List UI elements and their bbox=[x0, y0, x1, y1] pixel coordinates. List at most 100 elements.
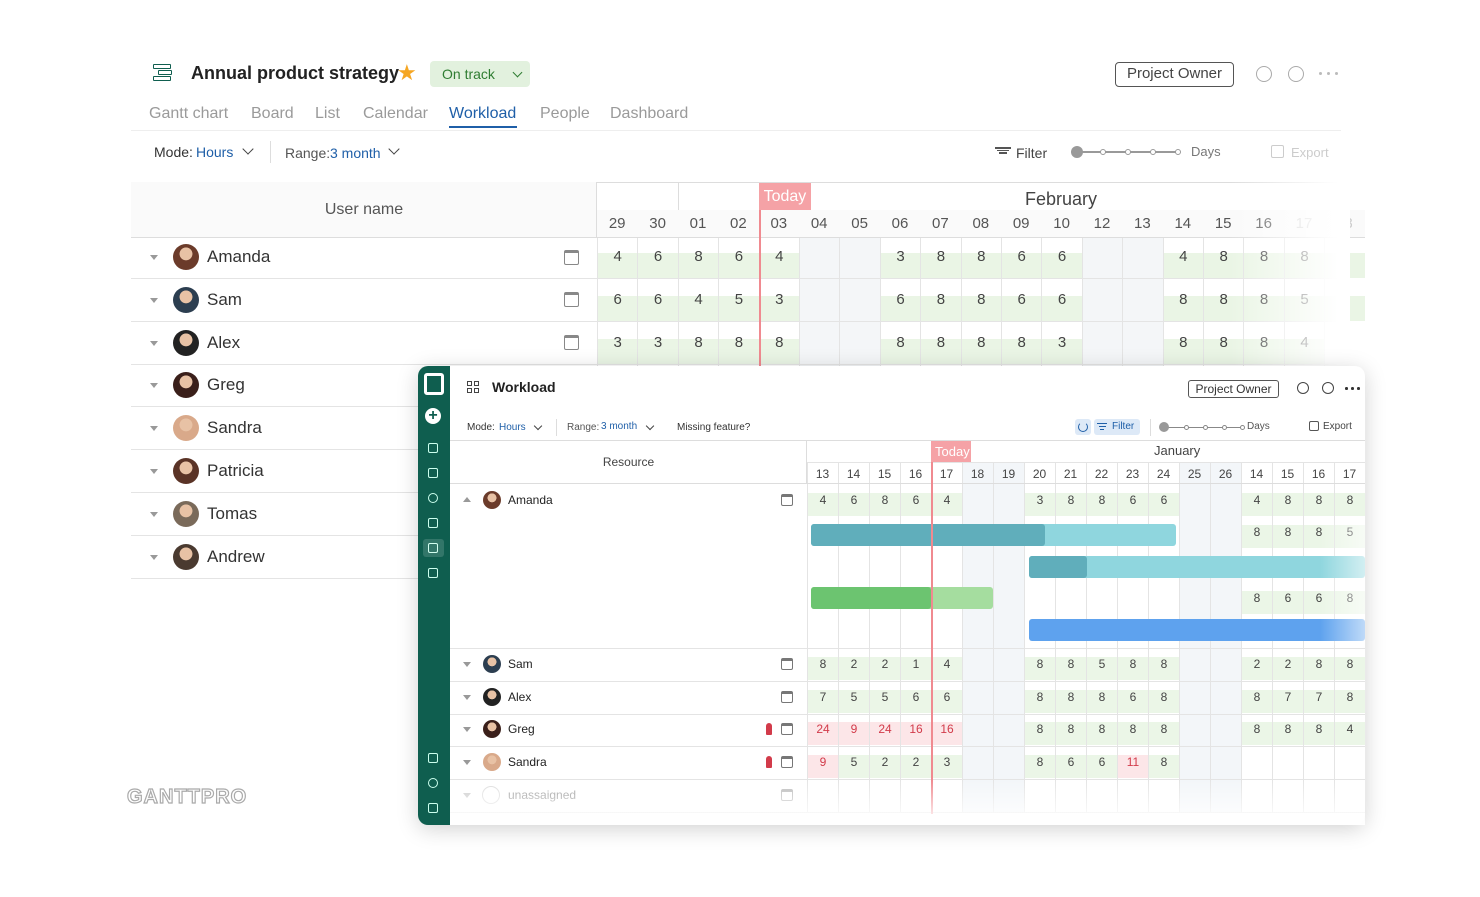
calendar-icon[interactable] bbox=[781, 494, 793, 506]
tab[interactable]: People bbox=[540, 105, 590, 122]
filter-button[interactable]: Filter bbox=[1016, 145, 1048, 161]
overload-icon bbox=[766, 723, 772, 735]
day-label: 22 bbox=[1086, 462, 1117, 484]
sidebar-icon[interactable] bbox=[428, 468, 438, 478]
refresh-icon bbox=[1078, 422, 1088, 432]
hours-cell: 16 bbox=[901, 716, 931, 745]
expand-caret[interactable] bbox=[150, 426, 158, 432]
hours-cell: 2 bbox=[901, 749, 931, 778]
role-button[interactable]: Project Owner bbox=[1188, 380, 1279, 398]
day-column bbox=[1203, 210, 1243, 366]
add-button[interactable]: + bbox=[425, 408, 441, 424]
task-bar[interactable] bbox=[1029, 619, 1365, 641]
expand-caret[interactable] bbox=[463, 695, 471, 700]
header-icon[interactable] bbox=[1256, 66, 1272, 82]
hours-cell: 8 bbox=[1002, 327, 1042, 364]
sidebar-icon[interactable] bbox=[428, 778, 438, 788]
expand-caret[interactable] bbox=[463, 497, 471, 502]
more-dot[interactable] bbox=[1345, 387, 1348, 390]
export-button[interactable]: Export bbox=[1323, 421, 1352, 432]
tab[interactable]: Dashboard bbox=[610, 105, 689, 122]
expand-caret[interactable] bbox=[150, 340, 158, 346]
task-bar[interactable] bbox=[1029, 556, 1087, 578]
calendar-icon[interactable] bbox=[563, 249, 579, 265]
header-icon[interactable] bbox=[1297, 382, 1309, 394]
sidebar-icon[interactable] bbox=[428, 493, 438, 503]
range-label: Range: bbox=[567, 422, 600, 433]
user-name: Sandra bbox=[207, 418, 262, 438]
expand-caret[interactable] bbox=[463, 727, 471, 732]
more-dot[interactable] bbox=[1351, 387, 1354, 390]
sidebar-icon[interactable] bbox=[428, 753, 438, 763]
calendar-icon[interactable] bbox=[781, 658, 793, 670]
mode-label: Mode: bbox=[467, 422, 495, 433]
expand-caret[interactable] bbox=[150, 554, 158, 560]
expand-caret[interactable] bbox=[463, 760, 471, 765]
status-pill[interactable] bbox=[430, 61, 530, 87]
task-bar[interactable] bbox=[811, 524, 1045, 546]
sidebar-icon[interactable] bbox=[428, 518, 438, 528]
day-label: 16 bbox=[1303, 462, 1334, 484]
header-icon[interactable] bbox=[1322, 382, 1334, 394]
mode-value[interactable]: Hours bbox=[499, 422, 526, 433]
sidebar-icon[interactable] bbox=[428, 443, 438, 453]
row-divider bbox=[450, 779, 1365, 780]
favorite-star[interactable]: ★ bbox=[397, 60, 417, 85]
export-button[interactable]: Export bbox=[1291, 145, 1329, 160]
task-bar[interactable] bbox=[1029, 556, 1365, 578]
day-label: 20 bbox=[1024, 462, 1055, 484]
expand-caret[interactable] bbox=[150, 469, 158, 474]
filter-icon bbox=[999, 152, 1007, 154]
calendar-icon[interactable] bbox=[563, 335, 579, 351]
hours-cell: 4 bbox=[759, 242, 799, 278]
expand-caret[interactable] bbox=[150, 255, 158, 260]
hours-cell: 5 bbox=[839, 749, 869, 778]
header-icon[interactable] bbox=[1288, 66, 1304, 82]
avatar bbox=[483, 655, 501, 673]
tab[interactable]: Gantt chart bbox=[149, 105, 229, 122]
expand-caret[interactable] bbox=[150, 511, 158, 517]
range-value[interactable]: 3 month bbox=[601, 421, 638, 432]
tab[interactable]: Board bbox=[251, 105, 294, 122]
missing-feature[interactable]: Missing feature? bbox=[677, 422, 751, 433]
hours-cell: 8 bbox=[1273, 519, 1303, 548]
mode-value[interactable]: Hours bbox=[196, 144, 234, 160]
zoom-knob[interactable] bbox=[1159, 422, 1169, 432]
expand-caret[interactable] bbox=[463, 662, 471, 667]
filter-button[interactable]: Filter bbox=[1112, 421, 1135, 432]
avatar bbox=[173, 372, 199, 399]
more-dot[interactable] bbox=[1326, 72, 1330, 75]
task-bar[interactable] bbox=[811, 587, 931, 609]
calendar-icon[interactable] bbox=[781, 723, 793, 735]
role-button[interactable]: Project Owner bbox=[1115, 62, 1234, 87]
hours-cell: 6 bbox=[901, 684, 931, 713]
avatar bbox=[173, 244, 199, 270]
sidebar-icon[interactable] bbox=[428, 543, 438, 553]
column-header-cell bbox=[131, 182, 597, 238]
calendar-icon[interactable] bbox=[781, 756, 793, 768]
hours-cell: 3 bbox=[1042, 327, 1082, 364]
day-column bbox=[900, 462, 931, 812]
expand-caret[interactable] bbox=[150, 383, 158, 389]
sidebar-icon[interactable] bbox=[428, 568, 438, 578]
sidebar-icon[interactable] bbox=[428, 803, 438, 813]
hours-cell: 6 bbox=[932, 684, 962, 713]
calendar-icon[interactable] bbox=[781, 691, 793, 703]
calendar-icon[interactable] bbox=[563, 292, 579, 308]
more-dot[interactable] bbox=[1318, 72, 1322, 75]
hours-cell: 8 bbox=[1056, 716, 1086, 745]
expand-caret[interactable] bbox=[150, 297, 158, 303]
tab[interactable]: Calendar bbox=[363, 105, 428, 122]
mode-label: Mode: bbox=[154, 144, 193, 160]
more-dot[interactable] bbox=[1334, 72, 1338, 75]
resource-name: Greg bbox=[508, 722, 535, 736]
zoom-knob[interactable] bbox=[1071, 146, 1083, 158]
range-value[interactable]: 3 month bbox=[330, 145, 381, 161]
tab[interactable]: List bbox=[315, 105, 340, 122]
day-label: 17 bbox=[931, 462, 962, 484]
row-divider bbox=[131, 406, 597, 408]
hours-cell: 8 bbox=[1335, 487, 1365, 516]
tab[interactable]: Workload bbox=[449, 105, 517, 122]
more-dot[interactable] bbox=[1357, 387, 1360, 390]
export-icon bbox=[1309, 421, 1319, 431]
